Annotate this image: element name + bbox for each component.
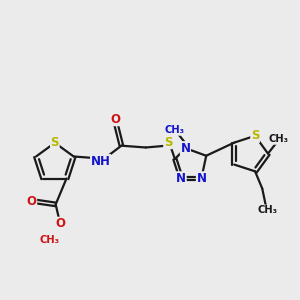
Text: CH₃: CH₃ [258,205,278,215]
Text: O: O [55,217,65,230]
Text: N: N [176,172,186,185]
Text: S: S [251,129,259,142]
Text: N: N [196,172,206,185]
Text: CH₃: CH₃ [40,235,60,245]
Text: S: S [164,136,172,148]
Text: NH: NH [91,154,110,168]
Text: O: O [110,112,120,126]
Text: N: N [180,142,190,155]
Text: O: O [27,195,37,208]
Text: S: S [51,136,59,149]
Text: CH₃: CH₃ [269,134,289,144]
Text: CH₃: CH₃ [165,125,184,135]
